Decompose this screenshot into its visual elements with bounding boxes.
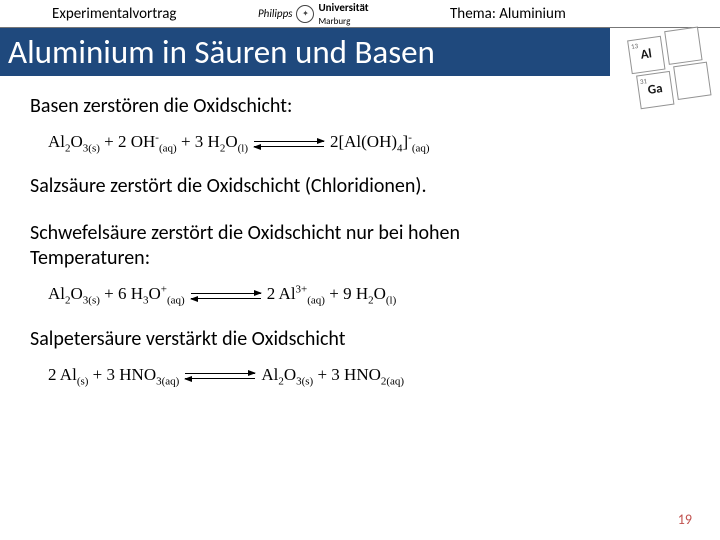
equilibrium-arrow-icon (254, 137, 324, 151)
eq1-right: 2[Al(OH)4]-(aq) (330, 131, 430, 156)
text-hcl: Salzsäure zerstört die Oxidschicht (Chlo… (30, 174, 690, 199)
text-hno3: Salpetersäure verstärkt die Oxidschicht (30, 327, 690, 352)
eq1-left: Al2O3(s) + 2 OH-(aq) + 3 H2O(l) (48, 131, 248, 156)
equilibrium-arrow-icon (185, 369, 255, 383)
logo-philipps: Philipps (258, 7, 292, 20)
eq3-right: Al2O3(s) + 3 HNO2(aq) (261, 364, 404, 389)
slide-title: Aluminium in Säuren und Basen (0, 28, 610, 76)
equation-2: Al2O3(s) + 6 H3O+(aq) 2 Al3+(aq) + 9 H2O… (30, 279, 690, 326)
header-right-text: Thema: Aluminium (450, 5, 566, 23)
text-bases: Basen zerstören die Oxidschicht: (30, 94, 690, 119)
equation-3: 2 Al(s) + 3 HNO3(aq) Al2O3(s) + 3 HNO2(a… (30, 360, 690, 407)
logo-marburg: Marburg (318, 16, 350, 27)
logo-seal-icon: ✦ (296, 5, 314, 23)
eq3-left: 2 Al(s) + 3 HNO3(aq) (48, 364, 179, 389)
equilibrium-arrow-icon (191, 289, 261, 303)
text-h2so4-a: Schwefelsäure zerstört die Oxidschicht n… (30, 221, 690, 246)
logo-universitat: Universität (318, 1, 368, 14)
page-number: 19 (678, 511, 692, 528)
equation-1: Al2O3(s) + 2 OH-(aq) + 3 H2O(l) 2[Al(OH)… (30, 127, 690, 174)
text-h2so4-b: Temperaturen: (30, 246, 690, 271)
eq2-left: Al2O3(s) + 6 H3O+(aq) (48, 283, 185, 308)
periodic-table-decoration: 13 Al 31 Ga (616, 21, 720, 96)
eq2-right: 2 Al3+(aq) + 9 H2O(l) (267, 283, 397, 308)
university-logo: Philipps ✦ Universität Marburg (258, 1, 369, 27)
header-bar: Experimentalvortrag Philipps ✦ Universit… (0, 0, 720, 28)
slide-body: Basen zerstören die Oxidschicht: Al2O3(s… (0, 76, 720, 406)
header-left-text: Experimentalvortrag (52, 5, 176, 23)
